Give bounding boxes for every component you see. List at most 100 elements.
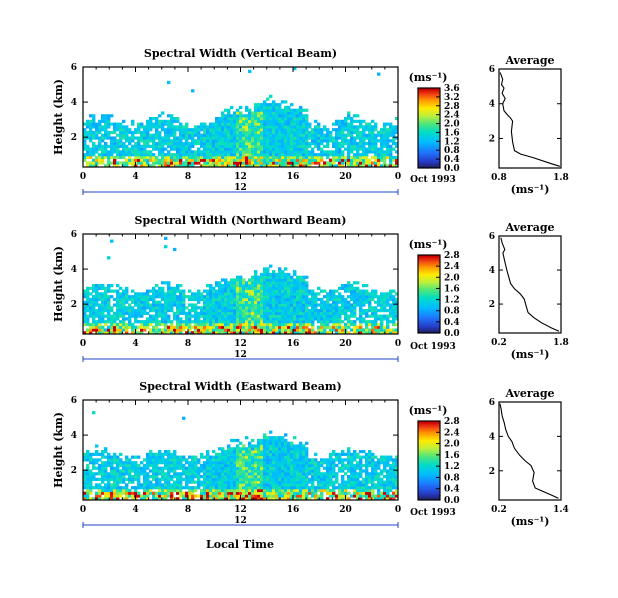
heatmap-cell (230, 320, 234, 324)
heatmap-cell (365, 311, 369, 315)
heatmap-cell (344, 142, 348, 146)
heatmap-cell (173, 450, 177, 454)
heatmap-cell (128, 466, 132, 470)
heatmap-cell (230, 164, 234, 168)
heatmap-cell (290, 119, 294, 123)
heatmap-cell (95, 491, 99, 495)
heatmap-cell (233, 111, 237, 115)
heatmap-cell (380, 309, 384, 313)
heatmap-cell (359, 306, 363, 310)
heatmap-cell (248, 108, 252, 112)
heatmap-cell (89, 303, 93, 307)
heatmap-cell (170, 155, 174, 160)
heatmap-cell (155, 331, 159, 335)
heatmap-cell (182, 303, 186, 307)
heatmap-cell (281, 317, 285, 321)
heatmap-cell (296, 455, 300, 459)
heatmap-cell (86, 153, 90, 157)
heatmap-cell (275, 331, 279, 335)
heatmap-cell (314, 128, 318, 132)
heatmap-cell (98, 458, 102, 462)
heatmap-cell (155, 300, 159, 304)
colorbar-segment (418, 105, 440, 108)
heatmap-cell (143, 128, 147, 132)
heatmap-cell (89, 147, 93, 151)
heatmap-cell (278, 270, 282, 274)
heatmap-cell (275, 297, 279, 302)
heatmap-cell (302, 275, 306, 279)
heatmap-cell (386, 297, 390, 302)
heatmap-cell (152, 325, 156, 329)
heatmap-cell (251, 161, 255, 165)
heatmap-cell (341, 119, 345, 123)
heatmap-cell (308, 314, 312, 318)
heatmap-cell (266, 295, 270, 299)
heatmap-cell (329, 306, 333, 310)
heatmap-cell (191, 309, 195, 313)
heatmap-cell (251, 463, 255, 468)
heatmap-cell (284, 139, 288, 143)
heatmap-cell (269, 108, 273, 112)
heatmap-cell (263, 320, 267, 324)
heatmap-cell (287, 447, 291, 451)
heatmap-cell (341, 286, 345, 290)
heatmap-cell (152, 144, 156, 148)
heatmap-cell (236, 475, 240, 479)
heatmap-cell (290, 150, 294, 154)
heatmap-cell (107, 295, 111, 299)
heatmap-cell (173, 153, 177, 157)
heatmap-cell (233, 320, 237, 324)
heatmap-cell (380, 317, 384, 321)
heatmap-cell (395, 331, 399, 335)
heatmap-cell (218, 466, 222, 470)
heatmap-cell (377, 147, 381, 151)
heatmap-cell (134, 472, 138, 476)
heatmap-cell (257, 320, 261, 324)
heatmap-cell (299, 111, 303, 115)
heatmap-cell (158, 483, 162, 487)
heatmap-cell (86, 150, 90, 154)
heatmap-cell (254, 161, 258, 165)
heatmap-cell (266, 153, 270, 157)
heatmap-cell (221, 320, 225, 324)
colorbar-segment (418, 150, 440, 153)
heatmap-cell (296, 139, 300, 143)
heatmap-cell (320, 317, 324, 321)
heatmap-cell (152, 139, 156, 143)
heatmap-cell (182, 147, 186, 151)
heatmap-cell (344, 136, 348, 140)
heatmap-cell (302, 122, 306, 126)
heatmap-cell (152, 458, 156, 462)
heatmap-cell (311, 297, 315, 302)
heatmap-cell (350, 130, 354, 135)
heatmap-cell (278, 292, 282, 296)
heatmap-cell (269, 94, 273, 98)
heatmap-cell (209, 292, 213, 296)
heatmap-cell (176, 497, 180, 501)
heatmap-cell (173, 480, 177, 484)
heatmap-cell (230, 463, 234, 468)
heatmap-cell (116, 142, 120, 146)
heatmap-cell (233, 317, 237, 321)
heatmap-cell (224, 136, 228, 140)
heatmap-cell (158, 161, 162, 165)
heatmap-cell (143, 136, 147, 140)
heatmap-cell (230, 469, 234, 473)
heatmap-cell (290, 142, 294, 146)
heatmap-cell (227, 125, 231, 129)
heatmap-cell (137, 309, 141, 313)
heatmap-cell (299, 494, 303, 498)
heatmap-cell (95, 494, 99, 498)
heatmap-cell (119, 311, 123, 315)
heatmap-cell (107, 136, 111, 140)
heatmap-cell (86, 480, 90, 484)
heatmap-cell (239, 128, 243, 132)
heatmap-cell (167, 133, 171, 137)
heatmap-cell (176, 155, 180, 160)
colorbar-segment (418, 296, 440, 299)
heatmap-cell (128, 295, 132, 299)
colorbar-segment (418, 165, 440, 168)
heatmap-cell (152, 295, 156, 299)
heatmap-cell (215, 125, 219, 129)
heatmap-cell (161, 486, 165, 490)
